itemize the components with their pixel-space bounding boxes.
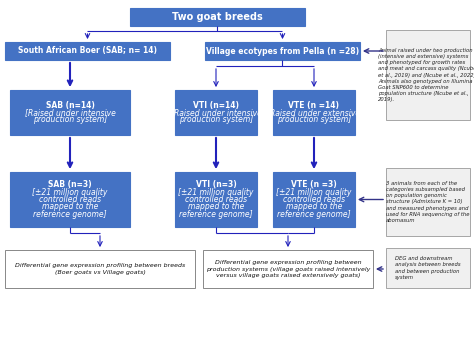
- FancyBboxPatch shape: [175, 90, 257, 135]
- Text: Two goat breeds: Two goat breeds: [172, 12, 263, 22]
- Text: VTE (n =3): VTE (n =3): [291, 180, 337, 189]
- Text: SAB (n=14): SAB (n=14): [46, 101, 94, 110]
- Text: Animal raised under two production
(intensive and extensive) systems
and phenoty: Animal raised under two production (inte…: [378, 48, 474, 102]
- FancyBboxPatch shape: [386, 168, 470, 236]
- FancyBboxPatch shape: [10, 90, 130, 135]
- Text: production system]: production system]: [179, 115, 253, 124]
- Text: controlled reads: controlled reads: [185, 195, 247, 204]
- Text: [Raised under extensive: [Raised under extensive: [267, 108, 361, 117]
- Text: mapped to the: mapped to the: [286, 203, 342, 211]
- Text: VTI (n=14): VTI (n=14): [193, 101, 239, 110]
- FancyBboxPatch shape: [205, 42, 360, 60]
- Text: mapped to the: mapped to the: [42, 203, 98, 211]
- FancyBboxPatch shape: [386, 248, 470, 288]
- FancyBboxPatch shape: [175, 172, 257, 227]
- Text: [±21 million quality: [±21 million quality: [276, 187, 352, 197]
- FancyBboxPatch shape: [203, 250, 373, 288]
- Text: production system]: production system]: [33, 115, 107, 124]
- FancyBboxPatch shape: [273, 90, 355, 135]
- Text: South African Boer (SAB; n= 14): South African Boer (SAB; n= 14): [18, 46, 157, 55]
- Text: SAB (n=3): SAB (n=3): [48, 180, 92, 189]
- Text: production system]: production system]: [277, 115, 351, 124]
- FancyBboxPatch shape: [273, 172, 355, 227]
- Text: controlled reads: controlled reads: [39, 195, 101, 204]
- FancyBboxPatch shape: [386, 30, 470, 120]
- FancyBboxPatch shape: [130, 8, 305, 26]
- Text: Village ecotypes from Pella (n =28): Village ecotypes from Pella (n =28): [206, 46, 359, 55]
- Text: [Raised under intensive: [Raised under intensive: [25, 108, 116, 117]
- Text: DEG and downstream
analysis between breeds
and between production
system: DEG and downstream analysis between bree…: [395, 256, 461, 280]
- Text: reference genome]: reference genome]: [33, 210, 107, 219]
- Text: [Raised under intensive: [Raised under intensive: [171, 108, 262, 117]
- FancyBboxPatch shape: [10, 172, 130, 227]
- Text: [±21 million quality: [±21 million quality: [32, 187, 108, 197]
- Text: Differential gene expression profiling between breeds
(Boer goats vs Village goa: Differential gene expression profiling b…: [15, 263, 185, 274]
- Text: reference genome]: reference genome]: [179, 210, 253, 219]
- Text: 3 animals from each of the
categories subsampled based
on population genomic
str: 3 animals from each of the categories su…: [386, 181, 470, 223]
- Text: Differential gene expression profiling between
production systems (village goats: Differential gene expression profiling b…: [206, 260, 370, 278]
- Text: mapped to the: mapped to the: [188, 203, 244, 211]
- Text: [±21 million quality: [±21 million quality: [178, 187, 254, 197]
- Text: VTI (n=3): VTI (n=3): [196, 180, 237, 189]
- Text: VTE (n =14): VTE (n =14): [289, 101, 339, 110]
- FancyBboxPatch shape: [5, 250, 195, 288]
- Text: controlled reads: controlled reads: [283, 195, 345, 204]
- FancyBboxPatch shape: [5, 42, 170, 60]
- Text: reference genome]: reference genome]: [277, 210, 351, 219]
